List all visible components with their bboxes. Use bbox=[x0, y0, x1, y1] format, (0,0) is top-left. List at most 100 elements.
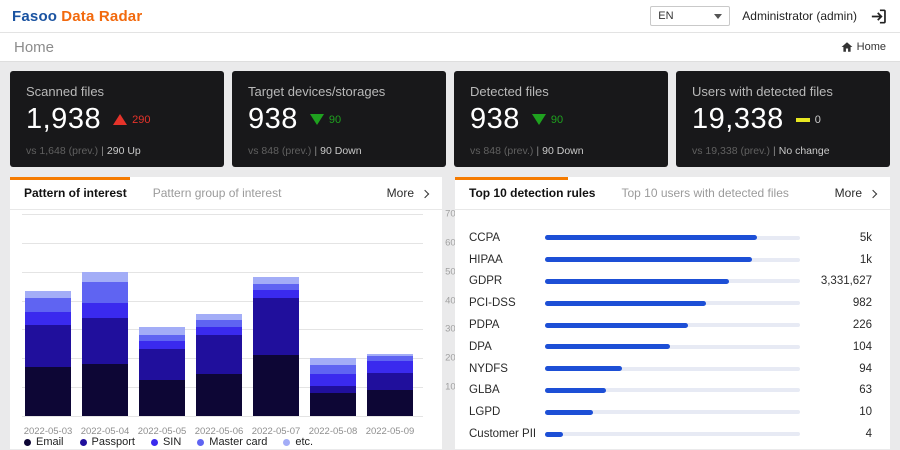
bar-segment-master-card bbox=[196, 319, 242, 327]
legend-item: Email bbox=[24, 436, 64, 448]
chart-legend: Email Passport SIN Master card etc. bbox=[24, 436, 313, 448]
rule-row: PCI-DSS 982 bbox=[455, 292, 890, 314]
kpi-value-row: 1,938 290 bbox=[26, 103, 208, 136]
x-tick-label: 2022-05-05 bbox=[137, 426, 187, 437]
kpi-prev-value: vs 848 (prev.) bbox=[470, 145, 534, 157]
kpi-title: Scanned files bbox=[26, 84, 105, 99]
kpi-change-text: No change bbox=[778, 145, 830, 157]
pattern-of-interest-panel: Pattern of interest Pattern group of int… bbox=[10, 177, 461, 449]
stacked-bar bbox=[25, 290, 71, 416]
rule-bar-track bbox=[545, 257, 800, 263]
kpi-delta: 0 bbox=[814, 113, 821, 126]
rule-row: HIPAA 1k bbox=[455, 249, 890, 271]
tab-pattern-group-of-interest[interactable]: Pattern group of interest bbox=[152, 186, 282, 200]
rule-row: PDPA 226 bbox=[455, 314, 890, 336]
x-tick-label: 2022-05-09 bbox=[365, 426, 415, 437]
kpi-card: Target devices/storages 938 90 vs 848 (prev… bbox=[232, 71, 446, 167]
logout-button[interactable] bbox=[869, 7, 888, 26]
breadcrumb[interactable]: Home bbox=[841, 41, 886, 53]
kpi-card: Detected files 938 90 vs 848 (prev.) | 90 Dow… bbox=[454, 71, 668, 167]
y-tick-label: 600 bbox=[445, 237, 461, 249]
tab-top10-users[interactable]: Top 10 users with detected files bbox=[621, 186, 789, 200]
rule-value: 63 bbox=[859, 384, 872, 397]
kpi-row: Scanned files 1,938 290 vs 1,648 (prev.) | 29… bbox=[10, 71, 890, 167]
rule-label: LGPD bbox=[469, 406, 501, 419]
tab-top10-detection-rules[interactable]: Top 10 detection rules bbox=[469, 186, 596, 200]
rule-row: DPA 104 bbox=[455, 336, 890, 358]
rule-value: 104 bbox=[852, 340, 872, 353]
gridline bbox=[22, 300, 423, 302]
rule-value: 3,331,627 bbox=[820, 275, 872, 288]
stacked-bar-chart: 01002003004005006007002022-05-032022-05-… bbox=[10, 209, 461, 448]
language-select[interactable]: EN bbox=[650, 6, 731, 26]
kpi-prev-value: vs 848 (prev.) bbox=[248, 145, 312, 157]
kpi-value-row: 19,338 0 bbox=[692, 103, 874, 136]
kpi-change-text: 290 Up bbox=[106, 145, 141, 157]
rule-row: GLBA 63 bbox=[455, 380, 890, 402]
bar-segment-passport bbox=[82, 318, 128, 365]
bar-segment-etc- bbox=[196, 313, 242, 320]
legend-label: Email bbox=[36, 436, 64, 448]
rule-label: HIPAA bbox=[469, 253, 503, 266]
rule-value: 5k bbox=[859, 231, 872, 244]
legend-label: Master card bbox=[209, 436, 268, 448]
rule-label: DPA bbox=[469, 340, 492, 353]
rule-row: LGPD 10 bbox=[455, 401, 890, 423]
legend-dot bbox=[150, 438, 158, 446]
rule-label: CCPA bbox=[469, 231, 501, 244]
rule-bar-fill bbox=[545, 300, 706, 306]
bar-segment-master-card bbox=[139, 334, 185, 341]
rule-bar-fill bbox=[545, 344, 670, 350]
stacked-bar bbox=[82, 272, 128, 416]
rule-row: Customer PII 4 bbox=[455, 423, 890, 445]
bar-segment-email bbox=[25, 366, 71, 416]
rule-value: 94 bbox=[859, 362, 872, 375]
trend-flat-icon bbox=[795, 117, 810, 122]
stacked-bar-plot-area: 01002003004005006007002022-05-032022-05-… bbox=[22, 209, 461, 437]
legend-label: etc. bbox=[295, 436, 314, 448]
gridline bbox=[22, 416, 423, 417]
y-tick-label: 500 bbox=[445, 266, 461, 278]
rule-bar-fill bbox=[545, 278, 729, 284]
chevron-down-icon bbox=[714, 13, 723, 19]
legend-dot bbox=[197, 438, 205, 446]
bar-segment-etc- bbox=[139, 326, 185, 335]
language-select-value: EN bbox=[658, 10, 674, 22]
more-label: More bbox=[386, 186, 414, 200]
bar-segment-passport bbox=[367, 372, 413, 391]
rule-bar-fill bbox=[545, 366, 622, 372]
gridline bbox=[22, 242, 423, 244]
page-title: Home bbox=[14, 38, 55, 56]
rule-bar-track bbox=[545, 366, 800, 372]
bar-segment-etc- bbox=[310, 358, 356, 365]
main-content: Scanned files 1,938 290 vs 1,648 (prev.) | 29… bbox=[0, 62, 900, 449]
bar-segment-sin bbox=[139, 340, 185, 350]
rule-label: PCI-DSS bbox=[469, 297, 516, 310]
rule-value: 982 bbox=[852, 297, 872, 310]
bar-segment-sin bbox=[25, 311, 71, 325]
bar-segment-email bbox=[253, 354, 299, 416]
stacked-bar bbox=[310, 358, 356, 416]
kpi-value: 1,938 bbox=[26, 103, 102, 135]
rule-label: NYDFS bbox=[469, 362, 508, 375]
left-panel-more-link[interactable]: More bbox=[386, 186, 430, 200]
top-bar: Fasoo Data Radar EN Administrator (admin) bbox=[0, 0, 900, 33]
right-panel-more-link[interactable]: More bbox=[835, 186, 878, 200]
y-tick-label: 300 bbox=[445, 323, 461, 335]
bar-segment-master-card bbox=[253, 284, 299, 290]
bar-segment-etc- bbox=[253, 276, 299, 285]
rule-value: 1k bbox=[859, 253, 872, 266]
bar-segment-sin bbox=[82, 302, 128, 319]
tab-pattern-of-interest[interactable]: Pattern of interest bbox=[24, 186, 127, 200]
trend-down-icon bbox=[531, 114, 546, 125]
y-tick-label: 400 bbox=[445, 295, 461, 307]
legend-item: etc. bbox=[283, 436, 313, 448]
rule-label: Customer PII bbox=[469, 428, 537, 441]
kpi-card: Users with detected files 19,338 0 vs 19,33… bbox=[676, 71, 890, 167]
logged-in-user: Administrator (admin) bbox=[742, 9, 857, 23]
kpi-title: Users with detected files bbox=[692, 84, 833, 99]
rule-bar-track bbox=[545, 431, 800, 437]
kpi-subtext: vs 19,338 (prev.) | No change bbox=[692, 145, 830, 157]
rule-bar-track bbox=[545, 300, 800, 306]
x-tick-label: 2022-05-08 bbox=[308, 426, 358, 437]
